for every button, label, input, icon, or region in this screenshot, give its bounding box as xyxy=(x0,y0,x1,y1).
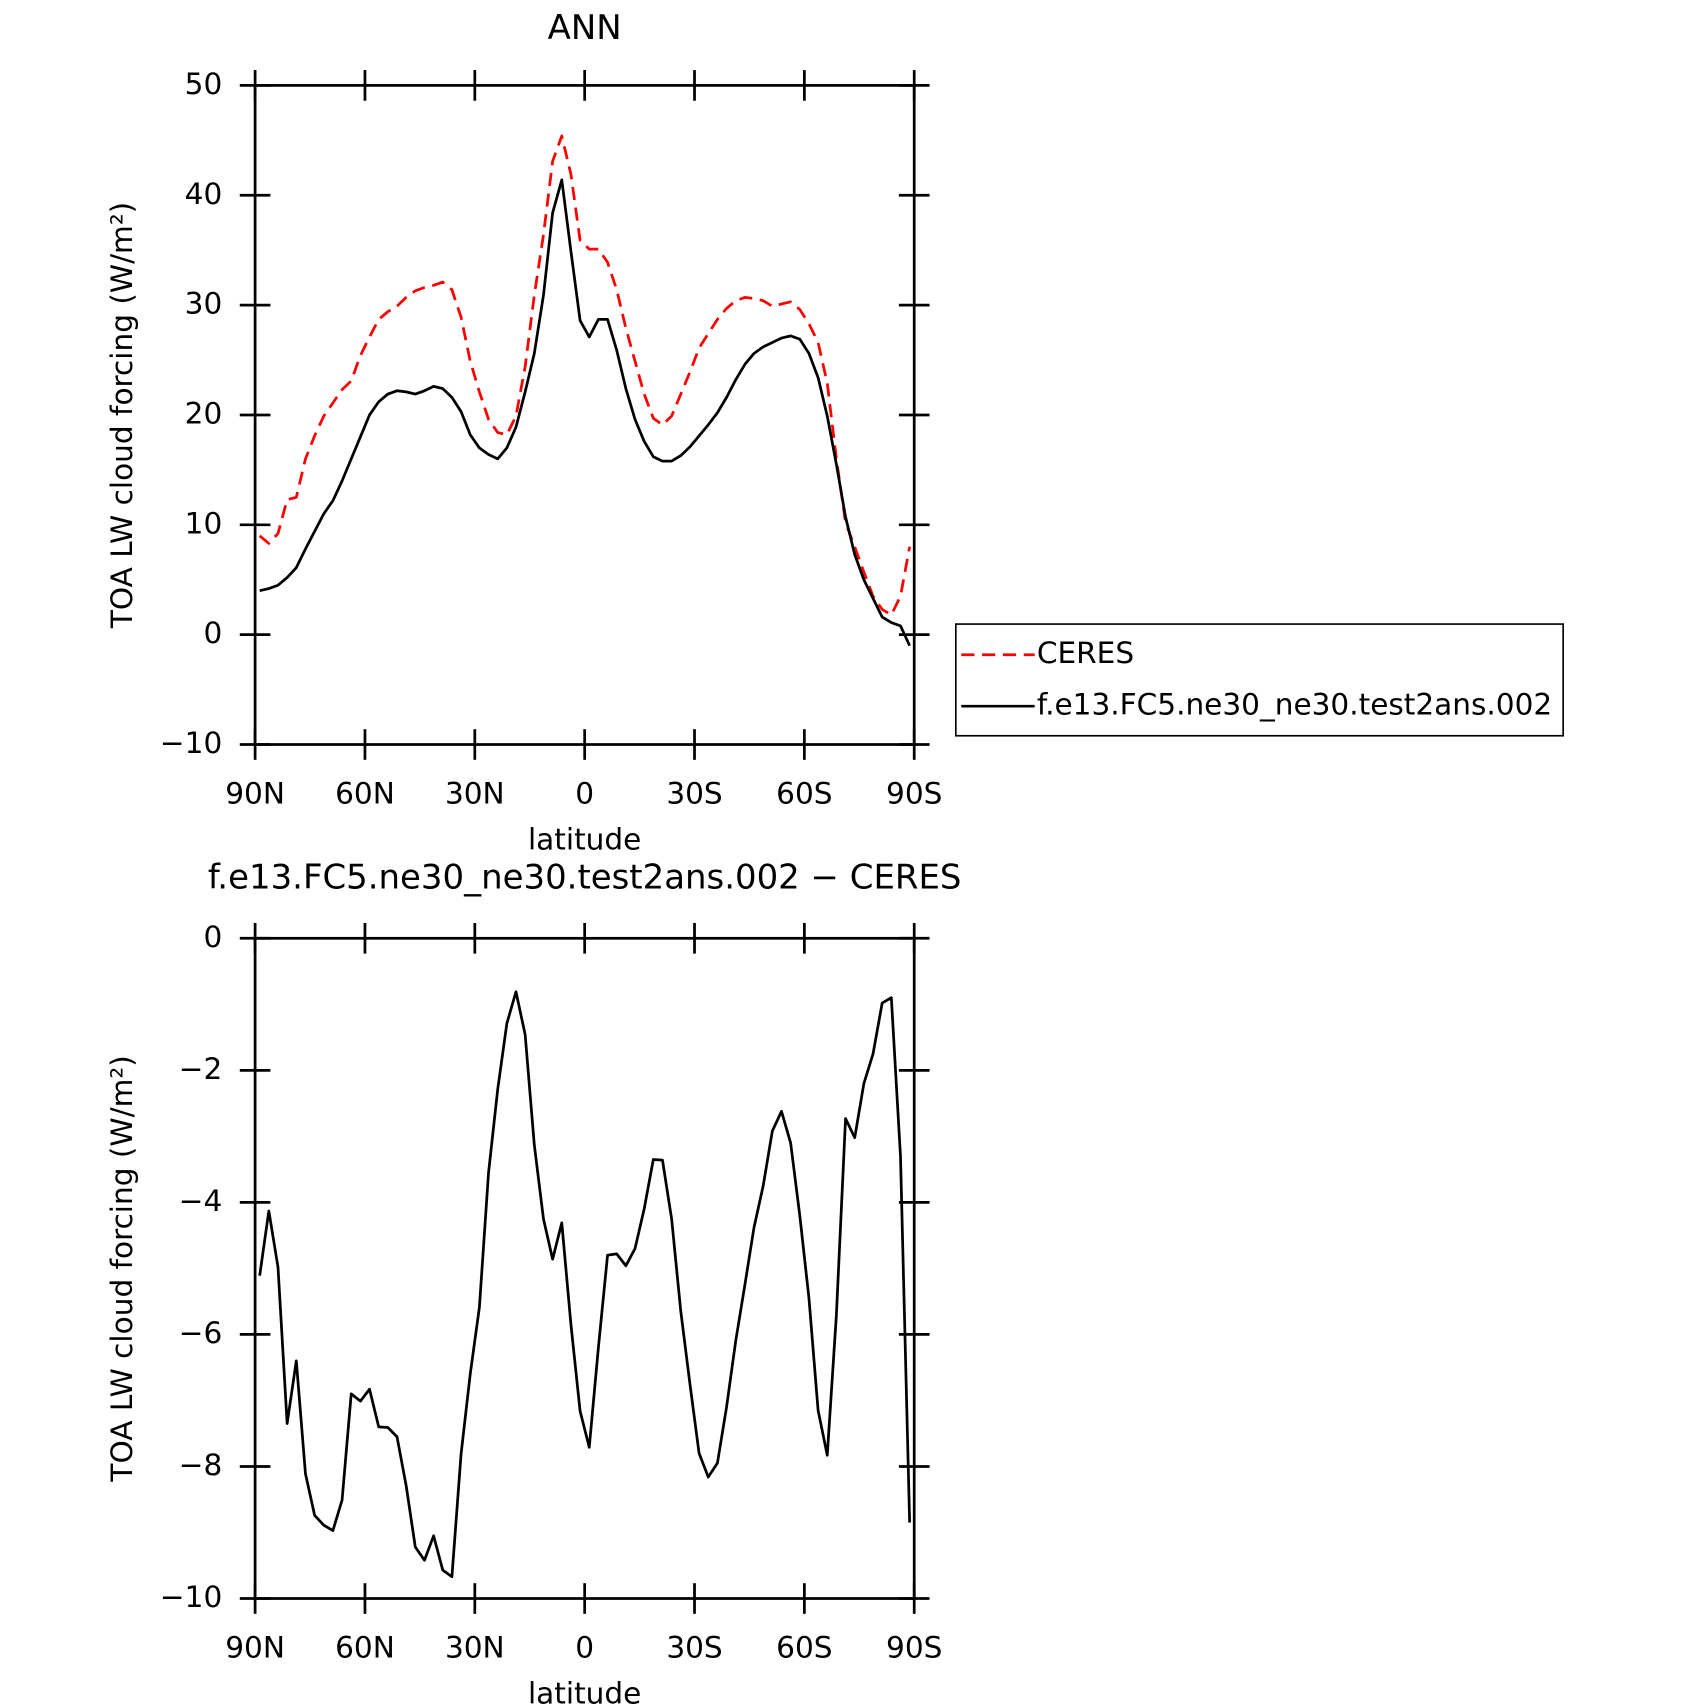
y-tick-label: 30 xyxy=(185,287,223,321)
y-tick-label: 0 xyxy=(203,920,222,954)
x-tick-label: 0 xyxy=(575,776,594,810)
y-tick-label: 20 xyxy=(185,396,223,430)
x-tick-label: 90N xyxy=(225,1630,285,1664)
y-tick-label: 10 xyxy=(185,506,223,540)
plot-frame xyxy=(253,84,916,746)
y-tick-label: 0 xyxy=(203,616,222,650)
x-tick-label: 30S xyxy=(666,1630,722,1664)
legend-label: f.e13.FC5.ne30_ne30.test2ans.002 xyxy=(1037,688,1552,722)
y-tick-label: −6 xyxy=(179,1316,223,1350)
chart-title: f.e13.FC5.ne30_ne30.test2ans.002 − CERES xyxy=(208,858,962,898)
x-tick-label: 30S xyxy=(666,776,722,810)
data-line xyxy=(258,990,912,1579)
x-tick-label: 0 xyxy=(575,1630,594,1664)
legend-box xyxy=(955,623,1564,737)
data-line xyxy=(258,134,911,617)
y-tick-label: −10 xyxy=(160,726,222,760)
y-tick-label: −2 xyxy=(179,1052,223,1086)
y-tick-label: 40 xyxy=(185,177,223,211)
plot-frame xyxy=(253,936,916,1600)
y-tick-label: 50 xyxy=(185,67,223,101)
x-tick-label: 90S xyxy=(886,1630,942,1664)
legend: CERES f.e13.FC5.ne30_ne30.test2ans.002 xyxy=(955,623,1564,737)
x-axis-label: latitude xyxy=(528,822,641,856)
x-axis-label: latitude xyxy=(528,1676,641,1708)
y-axis-label: TOA LW cloud forcing (W/m²) xyxy=(105,202,139,629)
y-tick-label: −8 xyxy=(179,1448,223,1482)
x-tick-label: 60S xyxy=(776,776,832,810)
y-axis-label: TOA LW cloud forcing (W/m²) xyxy=(105,1055,139,1482)
legend-label: CERES xyxy=(1037,636,1134,670)
x-tick-label: 30N xyxy=(445,776,505,810)
x-tick-label: 90S xyxy=(886,776,942,810)
x-tick-label: 30N xyxy=(445,1630,505,1664)
y-tick-label: −4 xyxy=(179,1184,223,1218)
x-tick-label: 60N xyxy=(335,1630,395,1664)
data-line xyxy=(259,178,911,647)
y-tick-label: −10 xyxy=(160,1580,222,1614)
x-tick-label: 60N xyxy=(335,776,395,810)
x-tick-label: 90N xyxy=(225,776,285,810)
x-tick-label: 60S xyxy=(776,1630,832,1664)
chart-title: ANN xyxy=(548,8,622,48)
